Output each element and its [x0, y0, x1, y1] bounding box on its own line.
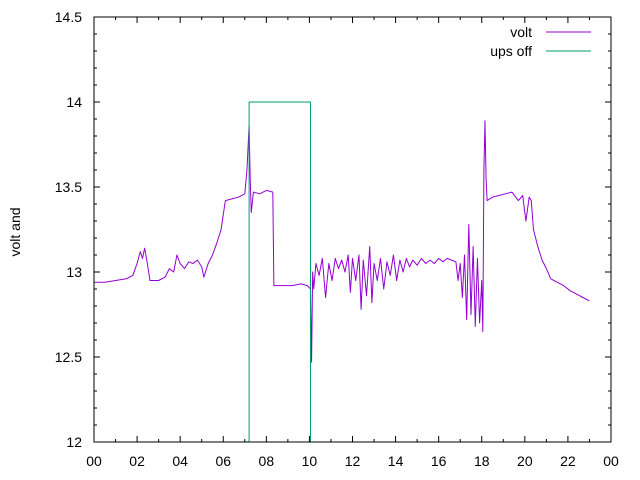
y-tick-label: 12.5	[55, 349, 82, 365]
x-tick-label: 02	[129, 453, 145, 469]
x-tick-label: 14	[388, 453, 404, 469]
x-tick-label: 18	[474, 453, 490, 469]
legend-label-ups-off: ups off	[490, 43, 532, 59]
y-tick-label: 12	[66, 434, 82, 450]
tick-layer: 00 02 04 06 08 10 12 14 16 18 20 22 001212.51313.514…	[55, 9, 619, 469]
series-line-ups-off	[248, 101, 311, 442]
y-tick-label: 14.5	[55, 9, 82, 25]
y-tick-label: 14	[66, 94, 82, 110]
series-line-volt	[94, 120, 590, 363]
legend-label-volt: volt	[510, 24, 532, 40]
y-tick-label: 13	[66, 264, 82, 280]
x-tick-label: 20	[517, 453, 533, 469]
series-layer	[94, 101, 590, 442]
y-axis-label-group: volt and	[7, 207, 23, 256]
x-tick-label: 08	[259, 453, 275, 469]
legend: volt ups off	[490, 24, 591, 59]
x-tick-label: 04	[172, 453, 188, 469]
x-tick-label: 12	[345, 453, 361, 469]
x-tick-label: 00	[86, 453, 102, 469]
x-tick-label: 22	[560, 453, 576, 469]
x-tick-label: 06	[215, 453, 231, 469]
y-tick-label: 13.5	[55, 179, 82, 195]
y-axis-label: volt and	[7, 207, 23, 256]
x-tick-label: 16	[431, 453, 447, 469]
x-tick-label: 00	[603, 453, 619, 469]
x-tick-label: 10	[302, 453, 318, 469]
